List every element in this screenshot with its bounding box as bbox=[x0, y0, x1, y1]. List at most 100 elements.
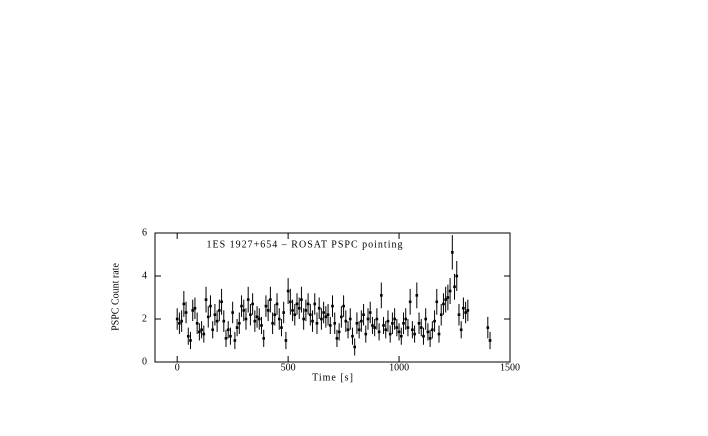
data-point-dot bbox=[391, 322, 394, 325]
data-point-dot bbox=[399, 334, 403, 338]
data-point-dot bbox=[277, 317, 281, 321]
data-point-dot bbox=[431, 328, 434, 332]
data-point-dot bbox=[246, 298, 250, 301]
data-point-dot bbox=[284, 339, 288, 342]
data-point-dot bbox=[324, 315, 328, 319]
x-tick-label: 500 bbox=[281, 362, 296, 373]
data-point-dot bbox=[191, 309, 195, 312]
data-point-dot bbox=[180, 319, 183, 323]
data-point-dot bbox=[211, 328, 214, 332]
data-point-dot bbox=[291, 309, 294, 312]
data-point-dot bbox=[364, 332, 368, 336]
data-point-dot bbox=[175, 317, 179, 321]
data-point-dot bbox=[388, 332, 392, 336]
x-tick-label: 1000 bbox=[389, 362, 409, 373]
data-point-dot bbox=[375, 317, 379, 321]
data-point-dot bbox=[244, 317, 248, 321]
data-point-dot bbox=[337, 330, 341, 334]
data-point-dot bbox=[422, 334, 425, 338]
data-point-dot bbox=[404, 317, 408, 321]
data-point-dot bbox=[357, 328, 361, 332]
data-point-dot bbox=[373, 326, 376, 329]
data-point-dot bbox=[311, 319, 314, 323]
data-point-dot bbox=[295, 302, 299, 306]
data-point-dot bbox=[306, 302, 310, 306]
data-point-dot bbox=[220, 300, 223, 304]
data-point-dot bbox=[262, 337, 266, 340]
data-point-dot bbox=[348, 317, 352, 321]
data-point-dot bbox=[395, 326, 399, 329]
data-point-dot bbox=[297, 306, 301, 310]
data-point-dot bbox=[351, 334, 354, 338]
data-point-dot bbox=[466, 309, 470, 312]
data-point-dot bbox=[459, 328, 463, 332]
data-point-dot bbox=[406, 326, 410, 329]
data-point-dot bbox=[249, 313, 252, 316]
data-point-dot bbox=[326, 313, 330, 316]
y-axis-label: PSPC Count rate bbox=[110, 263, 121, 331]
data-point-dot bbox=[184, 311, 188, 314]
data-point-dot bbox=[366, 317, 370, 321]
data-point-dot bbox=[426, 330, 430, 334]
data-point-dot bbox=[446, 296, 450, 299]
data-point-dot bbox=[293, 313, 297, 316]
data-point-dot bbox=[315, 322, 319, 325]
data-point-dot bbox=[384, 328, 388, 332]
data-point-dot bbox=[368, 311, 372, 314]
data-point-dot bbox=[320, 317, 323, 321]
data-point-dot bbox=[202, 332, 206, 336]
data-point-dot bbox=[226, 328, 230, 332]
data-point-dot bbox=[304, 309, 308, 312]
data-point-dot bbox=[189, 339, 192, 342]
data-point-dot bbox=[193, 306, 197, 310]
x-tick-label: 0 bbox=[175, 362, 180, 373]
data-point-dot bbox=[269, 298, 272, 301]
plot-frame bbox=[154, 232, 511, 363]
data-point-dot bbox=[195, 322, 199, 325]
data-point-dot bbox=[453, 285, 456, 289]
data-point-dot bbox=[451, 251, 454, 254]
data-point-dot bbox=[300, 298, 303, 301]
data-point-dot bbox=[457, 313, 461, 316]
chart-title: 1ES 1927+654 – ROSAT PSPC pointing bbox=[207, 239, 404, 250]
data-point-dot bbox=[286, 289, 290, 293]
data-point-dot bbox=[242, 309, 246, 312]
data-point-dot bbox=[178, 322, 181, 325]
data-point-dot bbox=[362, 313, 365, 316]
data-point-dot bbox=[266, 309, 270, 312]
data-point-dot bbox=[317, 306, 321, 310]
data-point-dot bbox=[346, 328, 350, 332]
data-point-dot bbox=[397, 330, 401, 334]
data-point-dot bbox=[198, 330, 201, 334]
x-tick-label: 1500 bbox=[500, 362, 520, 373]
x-axis-label: Time [s] bbox=[312, 372, 354, 383]
data-point-dot bbox=[340, 315, 343, 319]
data-point-dot bbox=[439, 313, 443, 316]
data-point-dot bbox=[209, 304, 212, 308]
data-point-dot bbox=[260, 324, 263, 327]
data-point-dot bbox=[253, 319, 257, 323]
data-point-dot bbox=[437, 332, 441, 336]
data-point-dot bbox=[353, 345, 356, 349]
y-tick-label: 6 bbox=[142, 227, 147, 238]
data-point-dot bbox=[264, 304, 268, 308]
data-point-dot bbox=[275, 302, 279, 306]
data-point-dot bbox=[486, 326, 490, 329]
data-point-dot bbox=[206, 315, 210, 319]
data-point-dot bbox=[424, 317, 427, 321]
data-point-dot bbox=[464, 311, 467, 314]
data-point-dot bbox=[333, 322, 337, 325]
data-point-dot bbox=[419, 326, 423, 329]
data-point-dot bbox=[344, 319, 348, 323]
data-point-dot bbox=[255, 315, 259, 319]
data-point-dot bbox=[213, 313, 217, 316]
data-point-dot bbox=[435, 300, 439, 304]
data-point-dot bbox=[386, 319, 390, 323]
data-point-dot bbox=[322, 311, 325, 314]
data-point-dot bbox=[417, 322, 421, 325]
data-point-dot bbox=[428, 337, 432, 340]
data-point-dot bbox=[200, 328, 203, 332]
data-point-dot bbox=[309, 313, 312, 316]
data-point-dot bbox=[233, 339, 237, 342]
